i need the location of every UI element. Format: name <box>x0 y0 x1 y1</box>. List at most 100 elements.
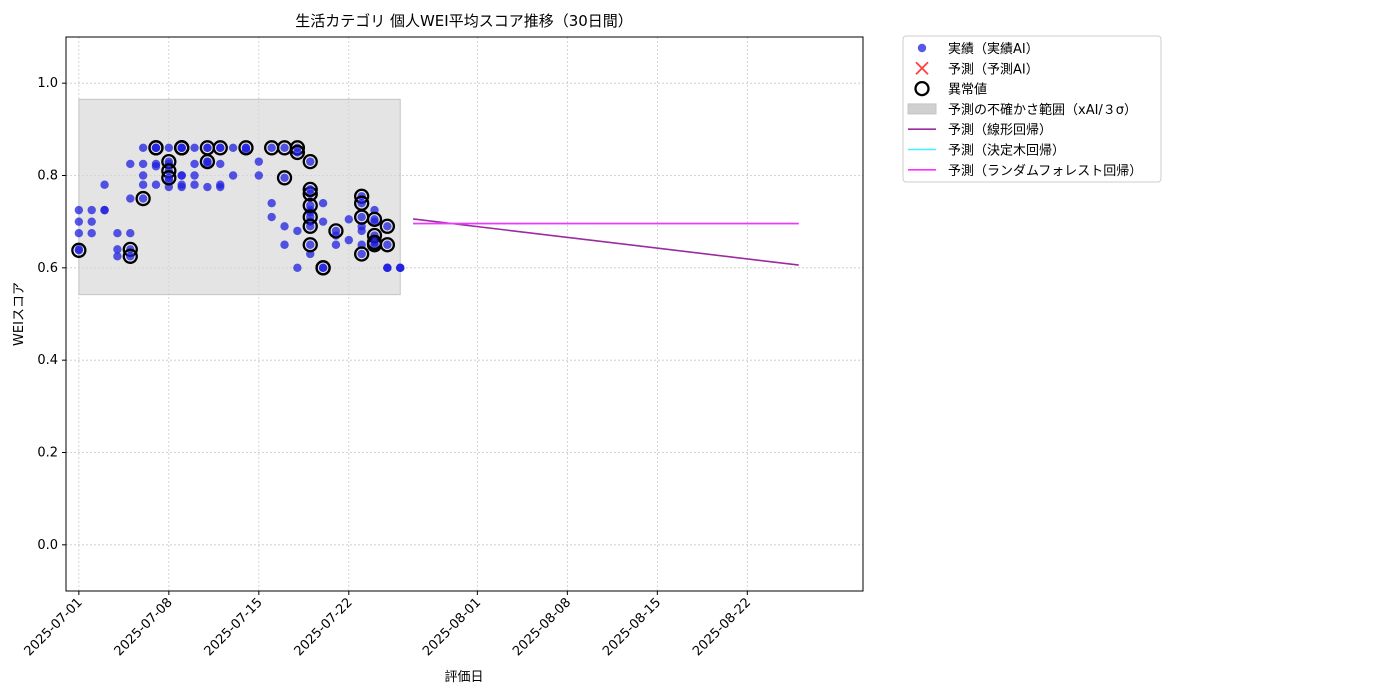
actual-point <box>177 180 186 189</box>
outlier-point <box>306 201 315 210</box>
actual-point <box>280 222 289 231</box>
outlier-point <box>203 143 212 152</box>
actual-point <box>190 180 199 189</box>
actual-point <box>151 159 161 169</box>
actual-point <box>318 199 328 208</box>
actual-point <box>267 212 276 222</box>
x-tick-label: 2025-07-08 <box>112 595 176 659</box>
y-tick-label: 0.4 <box>37 353 58 368</box>
outlier-point <box>306 185 315 194</box>
actual-point <box>228 143 238 152</box>
outlier-point <box>151 143 161 152</box>
outlier-point <box>177 143 186 152</box>
legend-ring-icon <box>914 80 930 97</box>
actual-point <box>87 229 96 238</box>
legend-x-icon <box>915 61 929 75</box>
actual-point <box>383 263 392 273</box>
legend-label: 予測の不確かさ範囲（xAI/３σ） <box>948 102 1137 118</box>
actual-point <box>87 205 96 215</box>
legend-label: 異常値 <box>948 82 987 98</box>
outlier-point <box>370 238 379 247</box>
outlier-point <box>306 240 315 249</box>
actual-point <box>216 182 225 192</box>
actual-point <box>267 199 276 208</box>
actual-point <box>396 263 405 273</box>
outlier-ring <box>199 153 216 170</box>
outlier-point <box>293 148 302 157</box>
plot-area-frame <box>65 36 864 592</box>
actual-point <box>113 252 122 261</box>
actual-point <box>126 229 135 238</box>
outlier-point <box>280 173 289 183</box>
actual-point <box>138 180 148 189</box>
actual-point <box>254 171 264 180</box>
x-tick-label: 2025-07-01 <box>22 595 86 659</box>
x-tick-label: 2025-08-15 <box>600 595 664 659</box>
actual-point <box>293 226 302 236</box>
outlier-point <box>203 157 212 166</box>
outlier-ring <box>328 223 344 239</box>
outlier-ring <box>289 144 306 161</box>
outlier-point <box>357 212 366 222</box>
actual-point <box>151 180 161 189</box>
legend-frame <box>902 35 1162 183</box>
outlier-point <box>306 157 315 166</box>
x-axis-title: 評価日 <box>444 670 483 685</box>
outlier-ring <box>212 140 228 156</box>
actual-point <box>74 217 84 226</box>
outlier-point <box>383 222 392 231</box>
y-tick-label: 0.0 <box>37 538 58 553</box>
actual-point <box>190 143 199 152</box>
outlier-point <box>74 246 84 255</box>
outlier-ring <box>174 140 190 156</box>
outlier-point <box>357 249 366 259</box>
actual-point <box>254 157 264 166</box>
outlier-ring <box>302 237 318 253</box>
actual-point <box>280 240 289 249</box>
outlier-ring <box>379 237 396 253</box>
forecast-line <box>412 218 799 266</box>
outlier-ring <box>276 170 293 186</box>
x-tick-label: 2025-08-08 <box>510 595 574 659</box>
y-tick-label: 0.8 <box>37 169 58 184</box>
outlier-point <box>126 252 135 261</box>
legend-label: 予測（ランダムフォレスト回帰） <box>948 163 1142 179</box>
actual-point <box>344 235 354 245</box>
outlier-ring <box>366 211 383 228</box>
x-tick-label: 2025-07-22 <box>292 595 356 659</box>
actual-point <box>203 182 212 192</box>
y-tick-label: 0.6 <box>37 261 58 276</box>
y-tick-label: 0.2 <box>37 446 58 461</box>
legend-band-icon <box>907 103 937 115</box>
legend-label: 予測（決定木回帰） <box>948 143 1065 159</box>
outlier-ring <box>354 246 370 262</box>
chart-title: 生活カテゴリ 個人WEI平均スコア推移（30日間） <box>295 12 633 30</box>
actual-point <box>344 215 354 224</box>
outlier-ring <box>302 218 318 234</box>
actual-point <box>87 217 96 226</box>
actual-point <box>100 205 109 215</box>
outlier-ring <box>148 140 164 156</box>
outlier-ring <box>135 190 151 207</box>
actual-point <box>113 245 122 254</box>
actual-point <box>74 205 84 215</box>
y-axis-title: WEIスコア <box>12 282 27 346</box>
actual-point <box>357 226 366 236</box>
outlier-ring <box>122 248 138 264</box>
outlier-point <box>138 194 148 203</box>
legend-label: 実績（実績AI） <box>948 41 1039 57</box>
outlier-ring <box>161 170 177 186</box>
actual-point <box>138 171 148 180</box>
outlier-point <box>267 143 276 152</box>
actual-point <box>293 263 302 273</box>
outlier-ring <box>302 153 318 170</box>
outlier-point <box>280 143 289 152</box>
outlier-ring <box>302 181 318 198</box>
actual-point <box>74 229 84 238</box>
legend-label: 予測（線形回帰） <box>948 122 1052 138</box>
outlier-ring <box>302 197 318 214</box>
x-tick-label: 2025-08-01 <box>420 595 484 659</box>
y-tick-label: 1.0 <box>37 76 58 91</box>
